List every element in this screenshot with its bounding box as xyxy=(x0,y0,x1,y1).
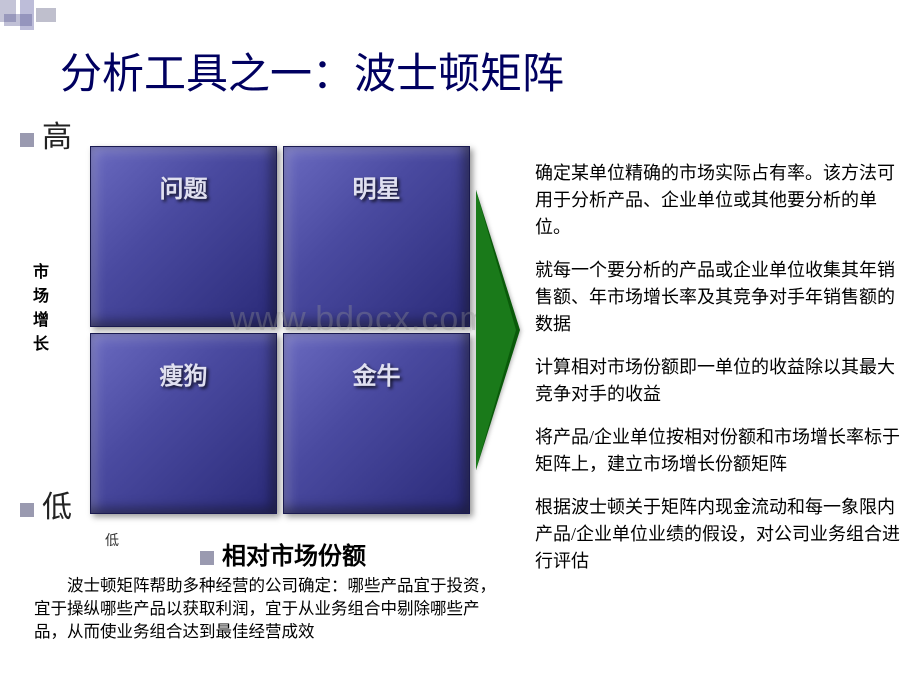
quadrant-cash-cow: 金牛 xyxy=(283,333,470,514)
quadrant-star: 明星 xyxy=(283,146,470,327)
arrow-icon xyxy=(476,190,520,470)
description-list: 确定某单位精确的市场实际占有率。该方法可用于分析产品、企业单位或其他要分析的单位… xyxy=(535,160,905,591)
x-axis-low-label: 低 xyxy=(105,530,119,550)
description-item: 就每一个要分析的产品或企业单位收集其年销售额、年市场增长率及其竞争对手年销售额的… xyxy=(535,257,905,338)
y-axis-title: 市场增长 xyxy=(32,258,50,354)
y-axis-high-label: 高 xyxy=(20,112,72,156)
x-axis-title: 相对市场份额 xyxy=(200,536,366,571)
description-item: 计算相对市场份额即一单位的收益除以其最大竞争对手的收益 xyxy=(535,354,905,408)
description-item: 根据波士顿关于矩阵内现金流动和每一象限内产品/企业单位业绩的假设，对公司业务组合… xyxy=(535,494,905,575)
quadrant-dog: 瘦狗 xyxy=(90,333,277,514)
bcg-matrix: 问题 明星 瘦狗 金牛 xyxy=(90,146,470,514)
bullet-icon xyxy=(20,503,34,517)
description-item: 确定某单位精确的市场实际占有率。该方法可用于分析产品、企业单位或其他要分析的单位… xyxy=(535,160,905,241)
summary-paragraph: 波士顿矩阵帮助多种经营的公司确定：哪些产品宜于投资，宜于操纵哪些产品以获取利润，… xyxy=(34,574,512,643)
slide-title: 分析工具之一：波士顿矩阵 xyxy=(60,40,564,101)
quadrant-question: 问题 xyxy=(90,146,277,327)
bullet-icon xyxy=(200,551,214,565)
y-axis-low-label: 低 xyxy=(20,482,72,526)
description-item: 将产品/企业单位按相对份额和市场增长率标于矩阵上，建立市场增长份额矩阵 xyxy=(535,424,905,478)
bullet-icon xyxy=(20,133,34,147)
